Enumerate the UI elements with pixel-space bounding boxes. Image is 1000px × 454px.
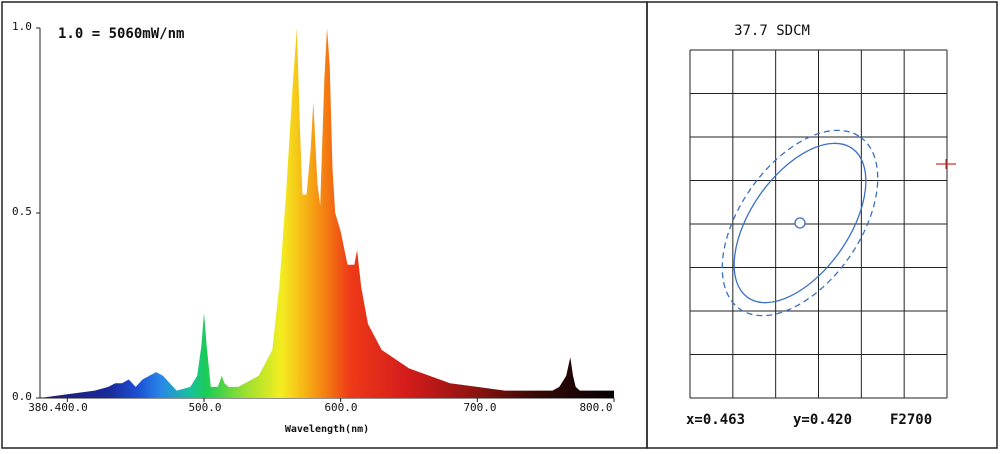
x-coordinate-readout: x=0.463 (686, 412, 745, 428)
cct-readout: F2700 (890, 412, 932, 428)
chromaticity-panel: 37.7 SDCM x=0.463 y=0.420 F2700 (686, 23, 956, 428)
outer-ellipse-dashed (721, 129, 879, 317)
x-tick-label: 700.0 (463, 401, 496, 414)
y-tick-label: 1.0 (12, 20, 32, 33)
x-tick-label: 500.0 (188, 401, 221, 414)
x-tick-label: 800.0 (579, 401, 612, 414)
spectrum-scale-title: 1.0 = 5060mW/nm (58, 26, 184, 42)
chromaticity-point (794, 217, 806, 229)
macadam-ellipse (733, 142, 867, 304)
right-panel-frame (646, 1, 998, 449)
x-ticks: 380.400.0 500.0 600.0 700.0 800.0 (28, 398, 615, 414)
x-tick-label: 600.0 (324, 401, 357, 414)
y-ticks: 0.0 0.5 1.0 (12, 20, 40, 403)
spectrum-area (40, 28, 614, 398)
chromaticity-grid (689, 49, 948, 399)
red-marker-icon (936, 159, 956, 169)
x-tick-label: 380.400.0 (28, 401, 88, 414)
sdcm-label: 37.7 SDCM (734, 23, 810, 39)
y-tick-label: 0.5 (12, 205, 32, 218)
y-coordinate-readout: y=0.420 (793, 412, 852, 428)
y-tick-label: 0.0 (12, 390, 32, 403)
x-axis-label: Wavelength(nm) (285, 424, 369, 435)
spectrum-plot: 0.00.51.0 380.400.0 500.0 600.0 700.0 800.0 … (12, 20, 615, 435)
